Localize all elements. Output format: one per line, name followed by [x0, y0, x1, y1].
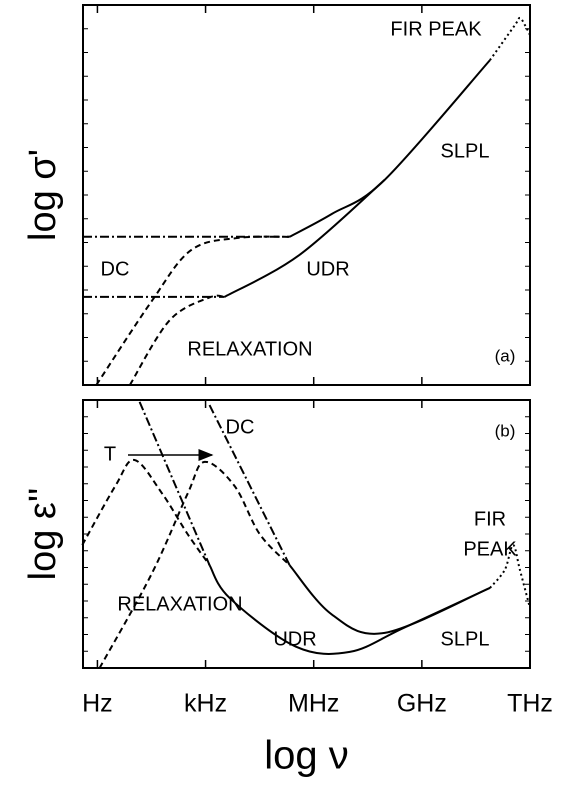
annotation: PEAK [463, 538, 517, 560]
annotation: FIR PEAK [390, 18, 482, 40]
y-axis-label: log σ' [22, 149, 64, 241]
curve [208, 404, 291, 566]
annotation: UDR [306, 258, 349, 280]
annotation: DC [226, 416, 255, 438]
annotation: DC [101, 258, 130, 280]
annotation: SLPL [441, 628, 490, 650]
curve [81, 459, 211, 566]
x-tick-label: kHz [184, 690, 227, 718]
curve [98, 460, 291, 669]
panel-label: (b) [495, 421, 516, 440]
annotation: RELAXATION [117, 593, 242, 615]
curve [489, 16, 531, 61]
annotation: UDR [273, 628, 316, 650]
annotation: T [104, 443, 116, 465]
curve [489, 543, 531, 609]
x-tick-label: THz [507, 690, 553, 718]
curve [288, 564, 491, 635]
x-tick-label: MHz [288, 690, 339, 718]
curve [129, 294, 225, 386]
x-axis-label: log ν [264, 734, 349, 778]
curve [95, 235, 290, 386]
curve [138, 401, 211, 566]
x-tick-label: Hz [82, 690, 113, 718]
curve [224, 179, 386, 298]
y-axis-label: log ε'' [22, 488, 64, 581]
plot-frame [82, 4, 531, 386]
annotation: FIR [474, 508, 506, 530]
annotation: SLPL [441, 140, 490, 162]
panel-label: (a) [495, 346, 516, 365]
annotation: RELAXATION [187, 338, 312, 360]
x-tick-label: GHz [397, 690, 447, 718]
